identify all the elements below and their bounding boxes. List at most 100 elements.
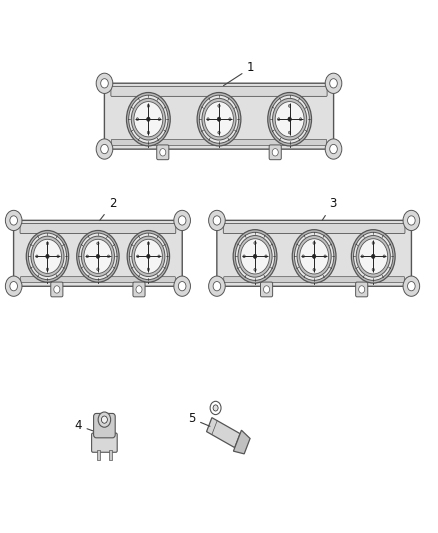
FancyBboxPatch shape (356, 282, 368, 297)
Circle shape (101, 144, 108, 154)
FancyBboxPatch shape (269, 145, 281, 160)
Circle shape (217, 117, 221, 122)
Circle shape (5, 276, 22, 296)
Circle shape (132, 236, 165, 277)
Text: 3: 3 (322, 197, 337, 221)
Circle shape (160, 149, 166, 156)
Circle shape (289, 104, 291, 107)
Circle shape (136, 118, 139, 120)
FancyBboxPatch shape (92, 433, 117, 453)
Circle shape (197, 93, 241, 146)
FancyBboxPatch shape (111, 140, 327, 146)
Circle shape (265, 255, 267, 258)
Circle shape (270, 95, 309, 143)
Circle shape (407, 281, 415, 291)
FancyBboxPatch shape (94, 414, 115, 438)
Circle shape (218, 131, 220, 134)
Circle shape (127, 230, 170, 282)
Circle shape (351, 230, 395, 283)
Text: 1: 1 (223, 61, 254, 86)
Circle shape (36, 255, 38, 258)
Circle shape (302, 255, 304, 258)
Circle shape (210, 401, 221, 415)
FancyBboxPatch shape (104, 83, 334, 149)
Circle shape (26, 230, 69, 282)
Circle shape (278, 118, 280, 120)
Circle shape (127, 93, 170, 146)
Polygon shape (207, 418, 240, 448)
Circle shape (229, 118, 231, 120)
Circle shape (213, 216, 221, 225)
Circle shape (174, 211, 191, 231)
Circle shape (46, 268, 49, 271)
Circle shape (294, 232, 334, 280)
Polygon shape (233, 430, 250, 454)
Circle shape (86, 255, 88, 258)
Circle shape (403, 276, 420, 296)
FancyBboxPatch shape (20, 223, 176, 233)
Circle shape (268, 93, 311, 146)
Bar (109, 450, 112, 459)
Circle shape (96, 139, 113, 159)
Circle shape (235, 232, 275, 280)
Circle shape (207, 118, 209, 120)
Circle shape (81, 236, 114, 277)
Circle shape (330, 144, 337, 154)
Circle shape (288, 117, 291, 122)
Circle shape (96, 254, 99, 259)
Circle shape (178, 216, 186, 225)
Circle shape (134, 239, 162, 273)
FancyBboxPatch shape (111, 86, 327, 96)
Circle shape (208, 276, 225, 296)
Circle shape (359, 239, 388, 274)
Circle shape (325, 73, 342, 93)
Circle shape (353, 232, 393, 280)
Circle shape (383, 255, 385, 258)
Text: 5: 5 (188, 412, 210, 426)
Circle shape (254, 241, 256, 245)
Circle shape (233, 230, 277, 283)
Circle shape (312, 254, 316, 259)
Circle shape (199, 95, 239, 143)
Circle shape (356, 236, 390, 277)
Circle shape (33, 239, 61, 273)
Circle shape (330, 79, 337, 88)
Circle shape (289, 131, 291, 134)
Circle shape (129, 95, 168, 143)
Circle shape (178, 281, 186, 291)
FancyBboxPatch shape (14, 220, 182, 286)
Circle shape (136, 286, 142, 293)
Circle shape (131, 99, 166, 140)
Circle shape (240, 239, 269, 274)
Circle shape (46, 242, 49, 245)
Text: 2: 2 (99, 197, 116, 221)
Circle shape (213, 405, 218, 411)
Circle shape (208, 211, 225, 231)
Circle shape (134, 102, 163, 137)
Circle shape (147, 131, 149, 134)
Circle shape (5, 211, 22, 231)
Circle shape (202, 99, 236, 140)
Circle shape (361, 255, 364, 258)
Circle shape (292, 230, 336, 283)
Circle shape (129, 233, 167, 280)
Circle shape (275, 102, 304, 137)
Circle shape (371, 254, 375, 259)
Circle shape (272, 99, 307, 140)
FancyBboxPatch shape (157, 145, 169, 160)
Circle shape (158, 118, 160, 120)
Circle shape (137, 255, 139, 258)
Circle shape (147, 117, 150, 122)
Circle shape (158, 255, 160, 258)
Circle shape (147, 242, 149, 245)
Circle shape (107, 255, 110, 258)
Circle shape (372, 268, 374, 271)
Circle shape (147, 104, 149, 107)
FancyBboxPatch shape (223, 223, 405, 233)
Circle shape (407, 216, 415, 225)
Circle shape (101, 79, 108, 88)
FancyBboxPatch shape (224, 277, 405, 282)
Circle shape (46, 254, 49, 259)
Circle shape (98, 412, 111, 427)
Circle shape (28, 233, 67, 280)
